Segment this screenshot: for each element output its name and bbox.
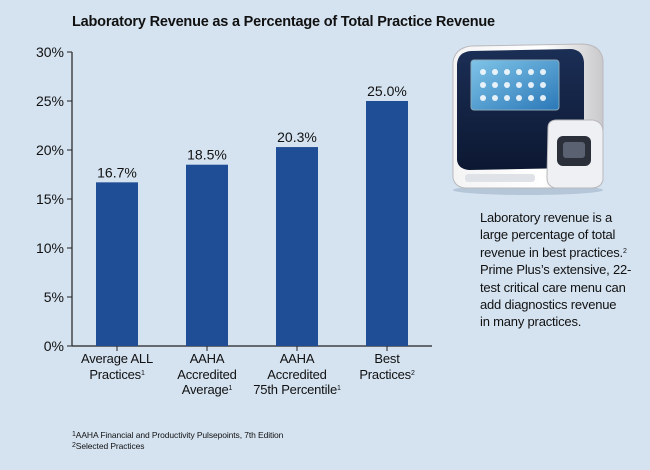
footnotes: 1AAHA Financial and Productivity Pulsepo…	[72, 430, 283, 452]
y-tick-label: 25%	[36, 93, 64, 109]
bar-value-label: 20.3%	[277, 129, 317, 145]
y-tick-label: 30%	[36, 44, 64, 60]
blood-analyzer-device-image	[452, 43, 604, 195]
y-tick-label: 10%	[36, 240, 64, 256]
chart-title: Laboratory Revenue as a Percentage of To…	[72, 14, 495, 30]
caption-line: Laboratory revenue is a	[480, 210, 612, 225]
y-tick-label: 15%	[36, 191, 64, 207]
y-tick-label: 5%	[44, 289, 64, 305]
bar	[276, 147, 318, 346]
caption-line: add diagnostics revenue	[480, 297, 617, 313]
caption-line: revenue in best practices.2	[480, 244, 627, 260]
y-tick-label: 20%	[36, 142, 64, 158]
caption-line: test critical care menu can	[480, 279, 626, 295]
y-tick-label: 0%	[44, 338, 64, 354]
bar	[96, 182, 138, 346]
caption-line: in many practices.	[480, 314, 582, 330]
bar-value-label: 25.0%	[367, 83, 407, 99]
x-tick-label: Best Practices2	[359, 351, 415, 382]
x-tick-label: AAHA Accredited Average1	[177, 351, 237, 397]
x-tick-label: Average ALL Practices1	[80, 351, 153, 382]
bar-value-label: 16.7%	[97, 164, 137, 180]
footnote: 2Selected Practices	[72, 441, 145, 451]
x-tick-label: AAHA Accredited 75th Percentile1	[253, 351, 341, 397]
footnote: 1AAHA Financial and Productivity Pulsepo…	[72, 430, 284, 440]
bar-value-label: 18.5%	[187, 147, 227, 163]
bar	[186, 164, 228, 346]
caption-text: Laboratory revenue is a large percentage …	[480, 209, 632, 331]
caption-line: Prime Plus’s extensive, 22-	[480, 262, 632, 278]
bar	[366, 101, 408, 346]
caption-line: large percentage of total	[480, 227, 616, 243]
